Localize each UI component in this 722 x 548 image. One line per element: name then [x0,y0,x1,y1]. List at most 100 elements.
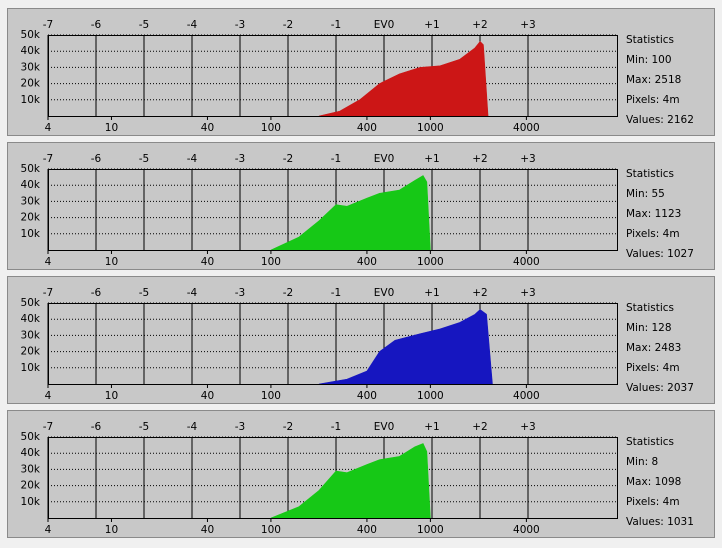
y-tick-label: 40k [21,179,41,191]
x-tick-label: 400 [357,256,377,268]
x-tick-label: 4000 [513,122,540,134]
statistics-title: Statistics [626,302,674,314]
ev-tick-label: +1 [424,19,439,31]
histogram-panel: 10k 20k 30k 40k 50k-7 -6 -5 -4 -3 -2 -1 EV0 +1 +2 +3 4 1… [7,8,715,136]
x-tick-label: 100 [261,524,281,536]
statistics-title: Statistics [626,436,674,448]
ev-tick-label: -4 [187,153,198,165]
histogram-panel: 10k 20k 30k 40k 50k-7 -6 -5 -4 -3 -2 -1 EV0 +1 +2 +3 4 1… [7,410,715,538]
y-tick-label: 20k [21,480,41,492]
statistics-line: Pixels: 4m [626,362,680,374]
plot-frame [48,437,618,519]
x-tick-label: 4000 [513,390,540,402]
x-tick-label: 4 [45,390,52,402]
y-tick-label: 10k [21,496,41,508]
statistics-line: Pixels: 4m [626,496,680,508]
statistics-line: Max: 2518 [626,74,681,86]
y-tick-label: 10k [21,228,41,240]
x-tick-label: 400 [357,524,377,536]
x-tick-label: 4 [45,524,52,536]
ev-tick-label: EV0 [374,153,395,165]
plot-frame [48,303,618,385]
ev-tick-label: +1 [424,287,439,299]
histogram [318,309,493,385]
ev-tick-label: -6 [91,153,102,165]
statistics-line: Min: 55 [626,188,665,200]
statistics-line: Values: 2162 [626,114,694,126]
ev-tick-label: +2 [472,19,487,31]
ev-tick-label: -2 [283,287,293,299]
ev-tick-label: EV0 [374,287,395,299]
x-tick-label: 1000 [417,390,444,402]
statistics-line: Min: 128 [626,322,672,334]
y-tick-label: 10k [21,94,41,106]
y-tick-label: 20k [21,78,41,90]
statistics-line: Pixels: 4m [626,228,680,240]
statistics-line: Max: 1123 [626,208,681,220]
statistics-line: Max: 1098 [626,476,681,488]
ev-tick-label: -2 [283,421,293,433]
ev-tick-label: +1 [424,153,439,165]
ev-tick-label: +3 [520,153,535,165]
x-tick-label: 4 [45,122,52,134]
histogram [318,41,489,117]
ev-tick-label: -3 [235,153,245,165]
x-tick-label: 100 [261,390,281,402]
y-tick-label: 30k [21,61,41,73]
ev-tick-label: -5 [139,153,149,165]
x-tick-label: 1000 [417,524,444,536]
x-tick-label: 4000 [513,256,540,268]
plot-frame [48,35,618,117]
ev-tick-label: -2 [283,19,293,31]
ev-tick-label: -1 [331,19,341,31]
statistics-title: Statistics [626,168,674,180]
statistics-line: Pixels: 4m [626,94,680,106]
x-tick-label: 40 [201,390,214,402]
y-tick-label: 10k [21,362,41,374]
ev-tick-label: -3 [235,19,245,31]
y-tick-label: 50k [21,431,41,443]
x-tick-label: 40 [201,256,214,268]
x-tick-label: 1000 [417,256,444,268]
ev-tick-label: -4 [187,287,198,299]
ev-tick-label: -1 [331,287,341,299]
ev-tick-label: +3 [520,287,535,299]
statistics-line: Min: 100 [626,54,672,66]
histogram-panel: 10k 20k 30k 40k 50k-7 -6 -5 -4 -3 -2 -1 EV0 +1 +2 +3 4 1… [7,142,715,270]
y-tick-label: 30k [21,195,41,207]
ev-tick-label: +2 [472,421,487,433]
x-tick-label: 1000 [417,122,444,134]
ev-tick-label: +1 [424,421,439,433]
y-tick-label: 20k [21,212,41,224]
statistics-line: Min: 8 [626,456,658,468]
x-tick-label: 40 [201,524,214,536]
histogram-panel: 10k 20k 30k 40k 50k-7 -6 -5 -4 -3 -2 -1 EV0 +1 +2 +3 4 1… [7,276,715,404]
y-tick-label: 40k [21,313,41,325]
ev-tick-label: EV0 [374,421,395,433]
x-tick-label: 10 [105,524,118,536]
statistics-title: Statistics [626,34,674,46]
histogram [270,443,431,519]
x-tick-label: 10 [105,256,118,268]
statistics-line: Values: 1031 [626,516,694,528]
y-tick-label: 50k [21,297,41,309]
y-tick-label: 40k [21,447,41,459]
ev-tick-label: -7 [43,421,53,433]
ev-tick-label: -4 [187,421,198,433]
x-tick-label: 10 [105,390,118,402]
ev-tick-label: -6 [91,19,102,31]
ev-tick-label: -6 [91,287,102,299]
y-tick-label: 50k [21,29,41,41]
ev-tick-label: -5 [139,19,149,31]
y-tick-label: 30k [21,463,41,475]
histogram [270,175,431,251]
y-tick-label: 50k [21,163,41,175]
ev-tick-label: +3 [520,421,535,433]
ev-tick-label: EV0 [374,19,395,31]
x-tick-label: 40 [201,122,214,134]
plot-frame [48,169,618,251]
x-tick-label: 4000 [513,524,540,536]
y-tick-label: 40k [21,45,41,57]
